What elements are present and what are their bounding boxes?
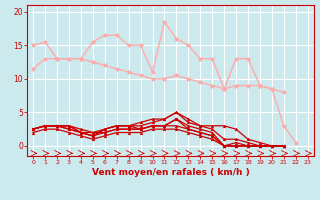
X-axis label: Vent moyen/en rafales ( km/h ): Vent moyen/en rafales ( km/h ) bbox=[92, 168, 249, 177]
